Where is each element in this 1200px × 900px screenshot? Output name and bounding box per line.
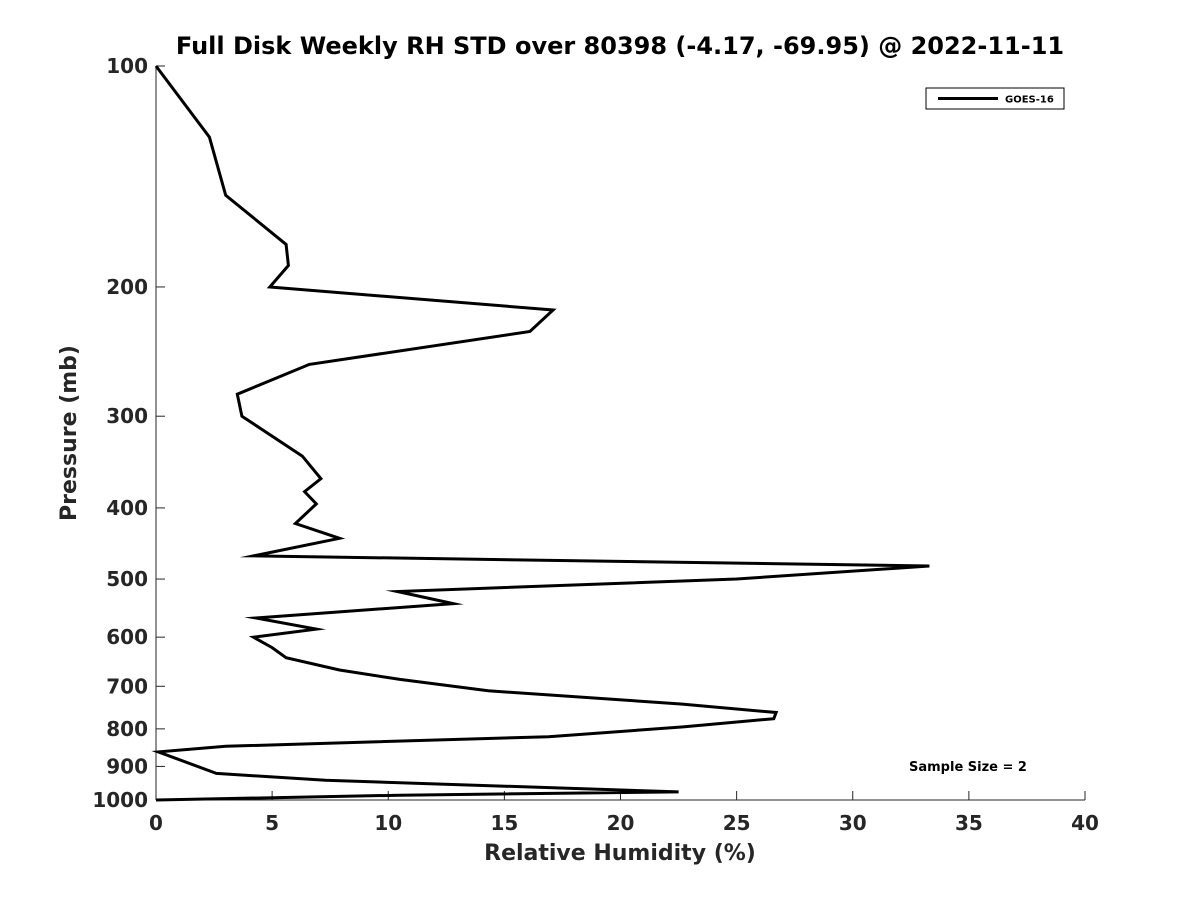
y-tick-label-300: 300 [106, 404, 148, 428]
y-tick-label-800: 800 [106, 717, 148, 741]
x-tick-label-25: 25 [723, 811, 751, 835]
y-tick-label-1000: 1000 [92, 788, 148, 812]
x-tick-label-35: 35 [955, 811, 983, 835]
chart-title: Full Disk Weekly RH STD over 80398 (-4.1… [176, 32, 1064, 60]
x-tick-label-30: 30 [839, 811, 867, 835]
sample-size-annotation: Sample Size = 2 [909, 760, 1027, 775]
legend-label-goes-16: GOES-16 [1005, 95, 1054, 106]
y-tick-label-200: 200 [106, 275, 148, 299]
y-tick-label-600: 600 [106, 625, 148, 649]
y-tick-label-900: 900 [106, 754, 148, 778]
x-axis-label: Relative Humidity (%) [484, 841, 756, 866]
axes [155, 66, 1085, 801]
x-tick-label-0: 0 [149, 811, 163, 835]
x-tick-label-40: 40 [1071, 811, 1099, 835]
x-tick-label-20: 20 [607, 811, 635, 835]
y-tick-label-500: 500 [106, 567, 148, 591]
legend: GOES-16 [925, 87, 1065, 110]
y-tick-label-700: 700 [106, 674, 148, 698]
series-line-goes-16 [151, 65, 930, 802]
tick-group: 0 5 10 15 20 25 30 35 40 100 200 300 400 500 600 700 800… [92, 54, 1099, 835]
x-tick-label-15: 15 [490, 811, 518, 835]
series-group [151, 65, 930, 802]
y-axis-label: Pressure (mb) [57, 345, 82, 521]
x-tick-label-5: 5 [265, 811, 279, 835]
x-tick-label-10: 10 [374, 811, 402, 835]
y-tick-label-400: 400 [106, 496, 148, 520]
y-tick-label-100: 100 [106, 54, 148, 78]
